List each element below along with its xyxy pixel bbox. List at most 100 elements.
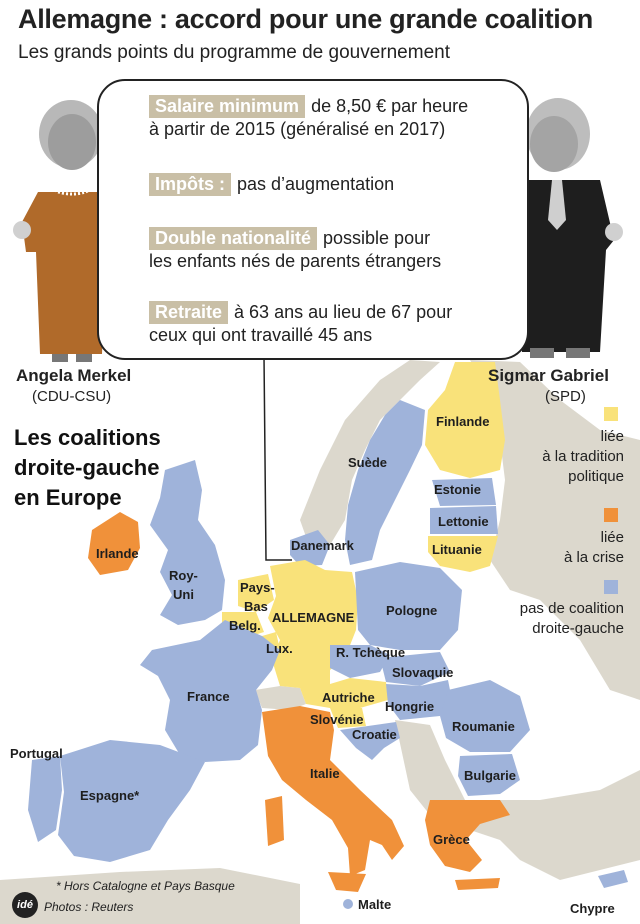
- program-point-impots: Impôts : pas d’augmentation: [149, 173, 394, 196]
- legend-swatch-none: [604, 580, 618, 594]
- label-france: France: [187, 689, 230, 704]
- label-finlande: Finlande: [436, 414, 490, 429]
- country-grece-crete: [455, 878, 500, 890]
- program-bubble: Salaire minimum de 8,50 € par heure à par…: [97, 79, 529, 360]
- legend-label-tradition: liée à la tradition politique: [542, 428, 624, 485]
- country-italie-sicile: [328, 872, 366, 892]
- land-balkans-turkey: [395, 720, 640, 880]
- label-roumanie: Roumanie: [452, 719, 515, 734]
- nationalite-line2: les enfants nés de parents étrangers: [149, 251, 442, 271]
- country-espagne: [58, 740, 205, 862]
- page-subtitle: Les grands points du programme de gouver…: [18, 42, 450, 63]
- retraite-line2: ceux qui ont travaillé 45 ans: [149, 325, 373, 345]
- gabriel-party: (SPD): [545, 388, 586, 405]
- label-paysbas-2: Bas: [244, 599, 268, 614]
- country-slovenie: [330, 708, 366, 728]
- tag-salaire: Salaire minimum: [149, 95, 306, 118]
- bubble-pointer: [263, 355, 292, 561]
- country-chypre: [598, 870, 628, 888]
- tag-nationalite: Double nationalité: [149, 227, 318, 250]
- country-italie: [262, 706, 404, 876]
- country-france: [140, 620, 280, 762]
- country-hongrie: [386, 680, 452, 720]
- merkel-illustration: [13, 100, 133, 362]
- nationalite-line1: possible pour: [323, 228, 431, 248]
- label-autriche: Autriche: [322, 690, 375, 705]
- label-lituanie: Lituanie: [432, 542, 482, 557]
- program-point-retraite: Retraite à 63 ans au lieu de 67 pour ceux…: [149, 301, 452, 347]
- legend-label-none: pas de coalition droite-gauche: [519, 600, 624, 637]
- country-rtcheque: [330, 645, 390, 678]
- country-lettonie: [430, 506, 498, 534]
- legend-label-crise: liée à la crise: [563, 529, 624, 566]
- label-italie: Italie: [310, 766, 340, 781]
- label-hongrie: Hongrie: [385, 699, 435, 714]
- country-portugal: [28, 756, 62, 842]
- land-norway: [300, 360, 440, 548]
- label-irlande: Irlande: [96, 546, 139, 561]
- publisher-logo: idé: [12, 892, 38, 918]
- salaire-line2: à partir de 2015 (généralisé en 2017): [149, 119, 446, 139]
- label-paysbas-1: Pays-: [240, 580, 275, 595]
- country-royuni: [150, 460, 225, 625]
- country-pologne: [355, 562, 462, 650]
- label-danemark: Danemark: [291, 538, 354, 553]
- label-suede: Suède: [348, 455, 388, 470]
- country-bulgarie: [458, 754, 520, 796]
- label-slovaquie: Slovaquie: [392, 665, 454, 680]
- salaire-line1: de 8,50 € par heure: [311, 96, 469, 116]
- country-finlande: [425, 362, 505, 478]
- label-lettonie: Lettonie: [438, 514, 489, 529]
- map-title-line1: Les coalitions: [14, 425, 161, 450]
- label-allemagne: ALLEMAGNE: [272, 610, 355, 625]
- country-croatie: [340, 722, 400, 760]
- impots-line1: pas d’augmentation: [237, 174, 395, 194]
- map-title-line2: droite-gauche: [14, 455, 160, 480]
- land-switzerland: [255, 686, 306, 710]
- country-autriche: [300, 678, 388, 708]
- label-royuni-2: Uni: [173, 587, 194, 602]
- page-title: Allemagne : accord pour une grande coali…: [18, 4, 593, 34]
- country-irlande: [88, 512, 140, 575]
- label-espagne: Espagne*: [80, 788, 140, 803]
- country-grece: [425, 800, 510, 872]
- legend-swatch-tradition: [604, 407, 618, 421]
- merkel-name: Angela Merkel: [16, 366, 132, 385]
- label-belgique: Belg.: [229, 618, 261, 633]
- country-malte: [343, 899, 353, 909]
- label-slovenie: Slovénie: [310, 712, 364, 727]
- tag-impots: Impôts :: [149, 173, 231, 196]
- gabriel-illustration: [497, 98, 623, 358]
- label-malte: Malte: [358, 897, 392, 912]
- land-russia: [470, 360, 640, 700]
- label-estonie: Estonie: [434, 482, 481, 497]
- country-roumanie: [440, 680, 530, 752]
- merkel-party: (CDU-CSU): [32, 388, 112, 405]
- photo-credit: Photos : Reuters: [44, 900, 134, 914]
- label-pologne: Pologne: [386, 603, 438, 618]
- map-title: Les coalitions droite-gauche en Europe: [14, 423, 161, 513]
- country-italie-sardaigne: [265, 796, 284, 846]
- land-north-africa: [0, 868, 300, 924]
- gabriel-name: Sigmar Gabriel: [488, 366, 609, 385]
- country-slovaquie: [380, 652, 450, 686]
- footnote: * Hors Catalogne et Pays Basque: [56, 879, 235, 893]
- label-lux: Lux.: [266, 641, 293, 656]
- label-croatie: Croatie: [352, 727, 397, 742]
- country-paysbas: [238, 574, 274, 612]
- country-danemark: [290, 530, 330, 566]
- program-point-nationalite: Double nationalité possible pour les enfa…: [149, 227, 441, 273]
- label-grece: Grèce: [433, 832, 470, 847]
- tag-retraite: Retraite: [149, 301, 229, 324]
- label-rtcheque: R. Tchèque: [336, 645, 406, 660]
- label-chypre: Chypre: [570, 901, 615, 916]
- label-bulgarie: Bulgarie: [464, 768, 517, 783]
- label-portugal: Portugal: [10, 746, 63, 761]
- retraite-line1: à 63 ans au lieu de 67 pour: [234, 302, 453, 322]
- legend-swatch-crise: [604, 508, 618, 522]
- label-royuni-1: Roy-: [169, 568, 198, 583]
- country-lituanie: [428, 536, 498, 572]
- program-point-salaire: Salaire minimum de 8,50 € par heure à par…: [149, 95, 468, 141]
- country-suede: [345, 400, 425, 565]
